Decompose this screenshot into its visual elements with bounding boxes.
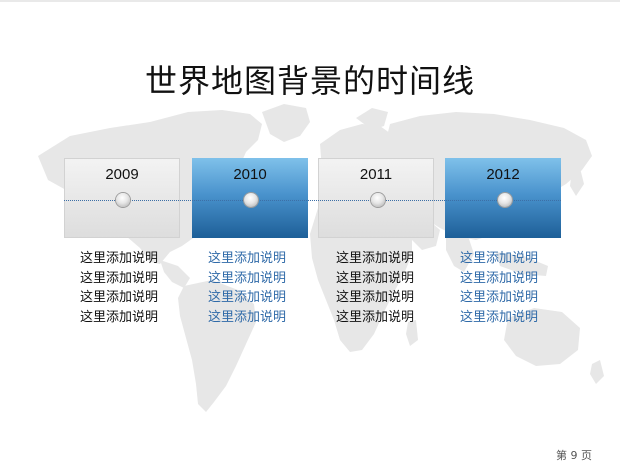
description-2012: 这里添加说明 这里添加说明 这里添加说明 这里添加说明 [460,249,538,327]
year-label: 2011 [359,166,393,183]
description-line: 这里添加说明 [80,270,159,286]
timeline-marker-2011 [371,193,385,207]
top-divider [0,0,620,2]
description-line: 这里添加说明 [460,251,539,266]
description-2010: 这里添加说明 这里添加说明 这里添加说明 这里添加说明 [208,249,286,327]
description-2011: 这里添加说明 这里添加说明 这里添加说明 这里添加说明 [336,249,414,327]
page-number: 第 9 页 [556,449,592,462]
timeline-marker-2012 [498,193,512,207]
description-line: 这里添加说明 [208,309,287,325]
description-line: 这里添加说明 [460,309,539,325]
timeline-axis-overlay [64,200,561,201]
description-line: 这里添加说明 [80,309,159,325]
description-line: 这里添加说明 [336,270,415,286]
description-line: 这里添加说明 [336,251,415,266]
timeline-marker-2009 [116,193,130,207]
description-2009: 这里添加说明 这里添加说明 这里添加说明 这里添加说明 [80,249,158,327]
description-line: 这里添加说明 [80,251,159,266]
description-line: 这里添加说明 [80,290,159,305]
description-line: 这里添加说明 [460,270,539,286]
description-line: 这里添加说明 [460,290,539,305]
description-line: 这里添加说明 [208,251,287,266]
slide-title: 世界地图背景的时间线 [144,62,475,100]
description-line: 这里添加说明 [336,309,415,325]
timeline-marker-2010 [244,193,258,207]
description-line: 这里添加说明 [208,270,287,286]
description-line: 这里添加说明 [336,290,415,305]
description-line: 这里添加说明 [208,290,287,305]
year-label: 2009 [105,166,139,183]
year-label: 2010 [233,166,267,183]
year-label: 2012 [486,166,520,183]
